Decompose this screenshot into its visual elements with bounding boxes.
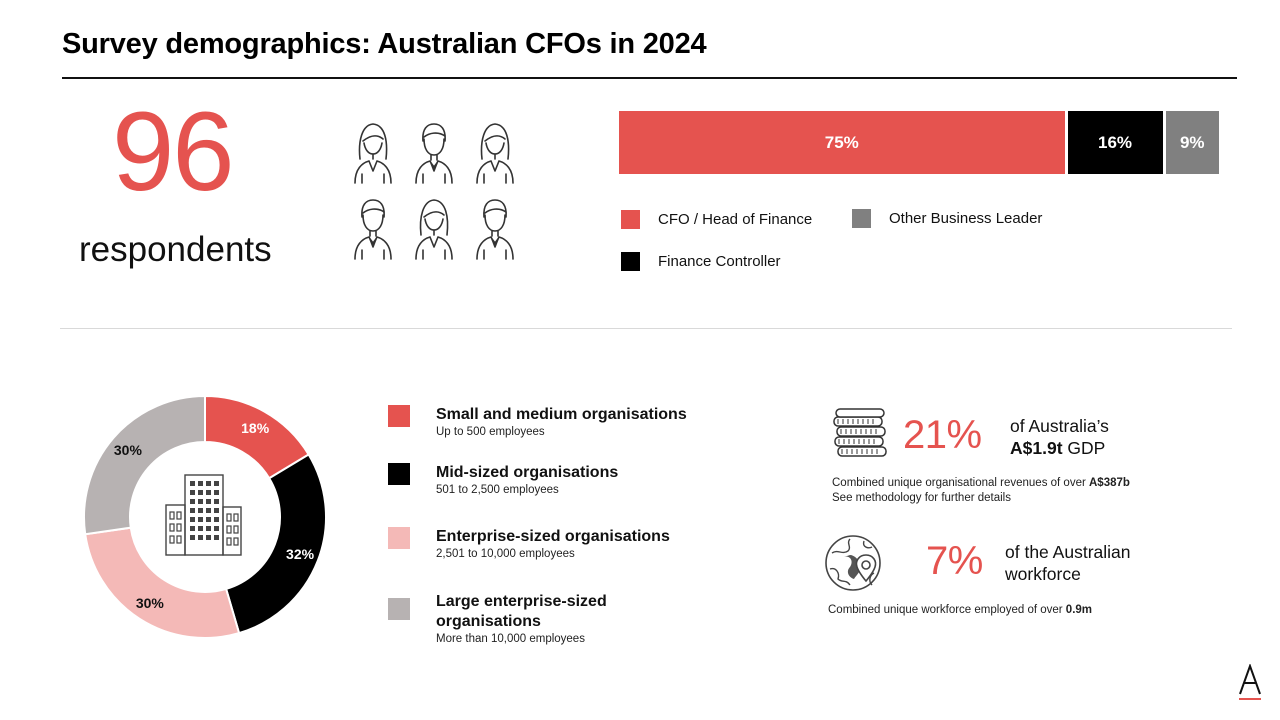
legend-title: Small and medium organisations (436, 406, 687, 423)
legend-item-small-medium: Small and medium organisations Up to 500… (388, 405, 687, 438)
bar-segment-finance-controller: 16% (1067, 111, 1163, 174)
brand-a-logo-icon (1239, 664, 1261, 700)
legend-subtitle: 501 to 2,500 employees (436, 484, 559, 496)
donut-data-label: 30% (114, 442, 143, 458)
legend-swatch-grey (852, 209, 871, 228)
legend-label: CFO / Head of Finance (658, 211, 813, 228)
legend-item-finance-controller: Finance Controller (621, 252, 781, 271)
legend-swatch-pink (388, 527, 410, 549)
gdp-note-text: Combined unique organisational revenues … (832, 477, 1089, 489)
legend-title: Enterprise-sized organisations (436, 528, 670, 545)
person-icon (476, 123, 514, 184)
legend-item-mid-sized: Mid-sized organisations 501 to 2,500 emp… (388, 463, 618, 496)
legend-swatch-black (621, 252, 640, 271)
gdp-description: of Australia’s A$1.9t GDP (1010, 415, 1109, 459)
workforce-percentage: 7% (926, 539, 983, 583)
workforce-note-text: Combined unique workforce employed of ov… (828, 604, 1066, 616)
donut-slice (83, 394, 206, 536)
gdp-note: Combined unique organisational revenues … (832, 476, 1130, 506)
person-icon (415, 123, 453, 184)
legend-item-large-enterprise: Large enterprise-sized organisations Mor… (388, 592, 656, 645)
legend-item-enterprise: Enterprise-sized organisations 2,501 to … (388, 527, 670, 560)
bar-data-label: 75% (824, 132, 859, 152)
bar-segment-other-business-leader: 9% (1165, 111, 1219, 174)
gdp-amount: A$1.9t (1010, 438, 1063, 458)
legend-swatch-red (621, 210, 640, 229)
donut-labels: 18% 32% 30% 30% (114, 420, 315, 611)
donut-data-label: 32% (286, 546, 315, 562)
methodology-note: See methodology for further details (832, 492, 1011, 504)
bar-data-label: 9% (1179, 132, 1205, 152)
person-icon (415, 199, 453, 260)
gdp-suffix: GDP (1062, 438, 1106, 458)
legend-subtitle: More than 10,000 employees (436, 633, 585, 645)
legend-title: Mid-sized organisations (436, 464, 619, 481)
building-icon (165, 474, 242, 556)
respondent-count: 96 (112, 89, 235, 214)
workforce-note: Combined unique workforce employed of ov… (828, 603, 1092, 618)
legend-label: Other Business Leader (889, 210, 1043, 227)
bar-segment-cfo-head-of-finance: 75% (619, 111, 1065, 174)
gdp-line1: of Australia’s (1010, 416, 1109, 436)
page-title: Survey demographics: Australian CFOs in … (62, 28, 707, 60)
people-icon-grid (354, 123, 514, 260)
legend-subtitle: 2,501 to 10,000 employees (436, 548, 575, 560)
legend-item-cfo: CFO / Head of Finance (621, 210, 812, 229)
organisation-size-donut: 18% 32% 30% 30% (83, 394, 327, 639)
workforce-line1: of the Australian (1005, 542, 1131, 562)
gdp-note-amount: A$387b (1089, 477, 1130, 489)
legend-swatch-red (388, 405, 410, 427)
legend-swatch-lightgrey (388, 598, 410, 620)
person-icon (354, 123, 392, 184)
donut-slices (83, 394, 327, 639)
legend-title: Large enterprise-sized organisations (436, 593, 607, 630)
title-divider (62, 77, 1237, 79)
bar-data-label: 16% (1098, 132, 1133, 152)
donut-data-label: 18% (241, 420, 270, 436)
legend-subtitle: Up to 500 employees (436, 426, 545, 438)
role-stacked-bar: 75% 16% 9% (619, 111, 1219, 174)
coins-icon (833, 408, 887, 457)
legend-swatch-black (388, 463, 410, 485)
workforce-note-amount: 0.9m (1065, 604, 1093, 616)
donut-slice (224, 453, 327, 635)
gdp-percentage: 21% (903, 413, 982, 457)
respondent-label: respondents (79, 230, 272, 269)
donut-slice (84, 526, 241, 639)
donut-data-label: 30% (136, 595, 165, 611)
legend-label: Finance Controller (658, 253, 781, 270)
section-divider (60, 328, 1232, 329)
person-icon (354, 199, 392, 260)
person-icon (476, 199, 514, 260)
workforce-description: of the Australian workforce (1005, 541, 1131, 585)
globe-pin-icon (825, 535, 881, 591)
workforce-line2: workforce (1005, 564, 1081, 584)
legend-item-other-leader: Other Business Leader (852, 209, 1042, 228)
